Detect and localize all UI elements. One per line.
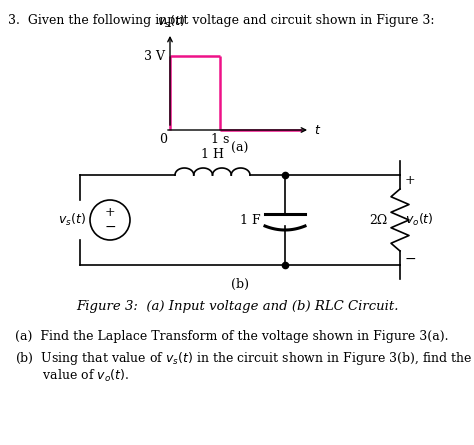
Text: (b)  Using that value of $v_s(t)$ in the circuit shown in Figure 3(b), find the: (b) Using that value of $v_s(t)$ in the …	[15, 350, 473, 367]
Text: value of $v_o(t)$.: value of $v_o(t)$.	[15, 368, 129, 384]
Text: +: +	[105, 206, 115, 219]
Text: (a)  Find the Laplace Transform of the voltage shown in Figure 3(a).: (a) Find the Laplace Transform of the vo…	[15, 330, 448, 343]
Text: 0: 0	[159, 133, 167, 146]
Text: $v_o(t)$: $v_o(t)$	[405, 212, 434, 228]
Text: (b): (b)	[231, 278, 249, 291]
Text: +: +	[405, 174, 416, 187]
Text: $v_s(t)$: $v_s(t)$	[58, 212, 86, 228]
Text: Figure 3:  (a) Input voltage and (b) RLC Circuit.: Figure 3: (a) Input voltage and (b) RLC …	[76, 300, 398, 313]
Text: −: −	[405, 252, 417, 266]
Text: −: −	[104, 220, 116, 234]
Text: 1 F: 1 F	[240, 214, 261, 227]
Text: 1 H: 1 H	[201, 148, 224, 161]
Text: 3.  Given the following input voltage and circuit shown in Figure 3:: 3. Given the following input voltage and…	[8, 14, 435, 27]
Text: $v_s(t)$: $v_s(t)$	[157, 14, 185, 30]
Text: 2Ω: 2Ω	[369, 214, 387, 227]
Text: (a): (a)	[231, 142, 249, 155]
Text: $t$: $t$	[314, 124, 321, 137]
Text: 3 V: 3 V	[144, 49, 165, 62]
Text: 1 s: 1 s	[211, 133, 229, 146]
